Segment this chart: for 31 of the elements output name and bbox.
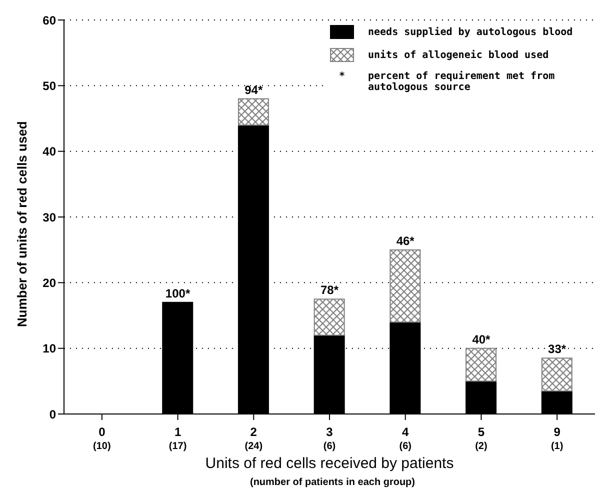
x-tick-label: 0 (10) (93, 425, 111, 452)
x-tick-label: 3 (6) (323, 425, 336, 452)
x-axis-title: Units of red cells received by patients (205, 455, 454, 472)
x-tick-label: 4 (6) (399, 425, 412, 452)
annotation: 33* (548, 342, 566, 356)
bar (314, 298, 345, 336)
x-tick-label: 1 (17) (168, 425, 187, 452)
annotation: 94* (244, 82, 263, 97)
y-tick-label: 50 (42, 78, 56, 93)
annotation: 100* (165, 286, 190, 300)
bar (390, 249, 421, 323)
legend-label: units of allogeneic blood used (368, 50, 549, 60)
y-tick-label: 40 (42, 144, 56, 159)
y-tick-label: 10 (42, 342, 56, 356)
x-tick-label: 9 (1) (550, 425, 564, 452)
annotation: 40* (472, 332, 491, 346)
y-tick-label: 20 (42, 276, 56, 290)
y-tick-label: 30 (42, 210, 56, 224)
text: (number of patients in each group) (248, 477, 416, 488)
annotation: 78* (320, 283, 339, 298)
bar (238, 98, 269, 126)
y-axis-title: Number of units of red cells used (14, 121, 30, 327)
text: * percent of requirement met from autologous source (338, 71, 555, 93)
bar (466, 348, 497, 382)
x-tick-label: 5 (2) (475, 425, 488, 452)
legend-label: needs supplied by autologous blood (368, 26, 573, 38)
x-tick-label: 2 (24) (244, 425, 263, 452)
y-tick-label: 0 (49, 407, 56, 422)
bar (541, 358, 572, 392)
y-tick-label: 60 (42, 13, 56, 28)
annotation: 46* (396, 234, 415, 248)
